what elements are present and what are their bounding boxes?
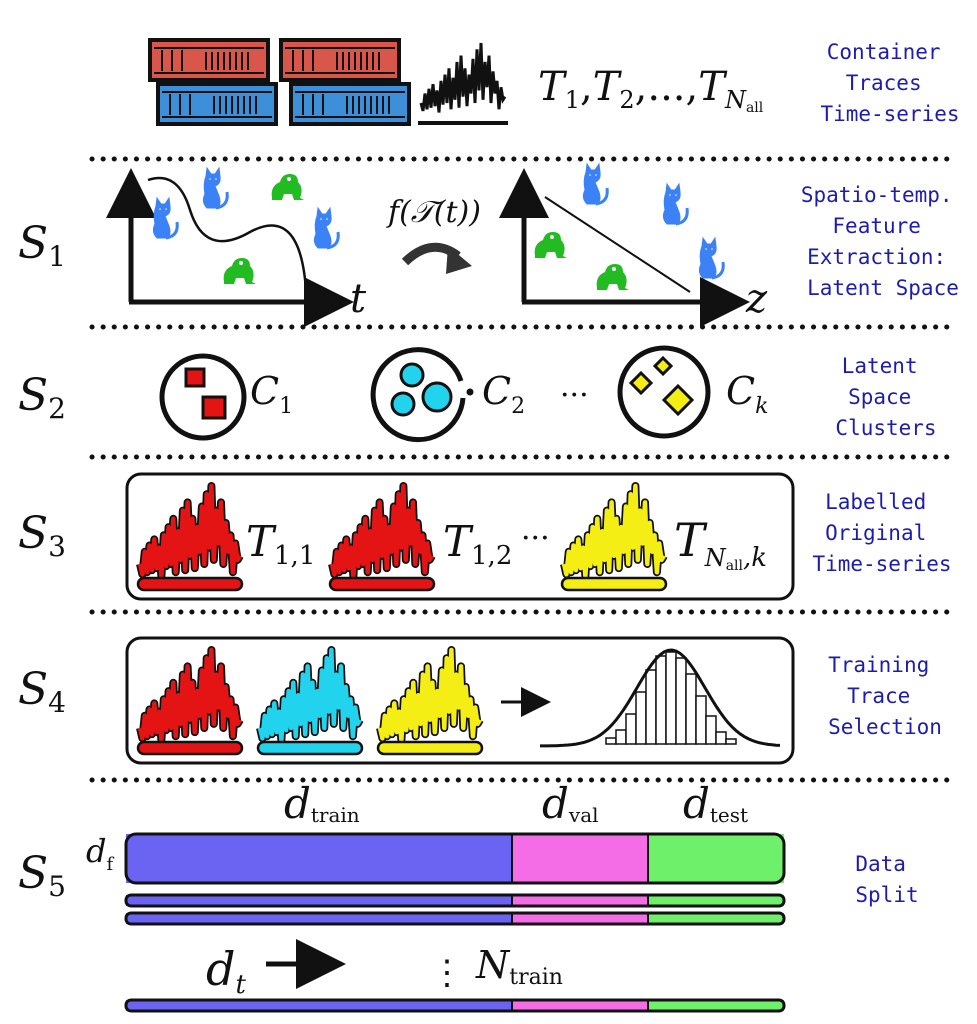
cluster-ck: Ck (617, 345, 768, 439)
svg-text:C2: C2 (482, 369, 525, 419)
raw-trace-icon (418, 42, 508, 125)
s5-label: Data Split (855, 852, 918, 907)
cat-icon (697, 236, 725, 280)
frog-icon (223, 258, 256, 284)
step-s3: S3 (18, 508, 66, 563)
container-icon (289, 82, 411, 126)
time-dim-label: dt (206, 942, 246, 1000)
latent-space-plot: z (499, 162, 768, 327)
s1-label: Spatio-temp. Feature Extraction: Latent … (801, 183, 965, 300)
traces-list: T1,T2,...,TNall (538, 64, 764, 116)
split-bar (124, 998, 786, 1013)
section-separators (89, 156, 958, 783)
series-ellipsis: ··· (521, 521, 550, 556)
cat-icon (201, 166, 229, 210)
split-bar (124, 893, 786, 908)
data-split-bars (124, 832, 786, 1013)
container-icon (156, 82, 278, 126)
feature-dim-label: df (86, 832, 114, 875)
step-s4: S4 (18, 664, 66, 719)
cat-icon (312, 206, 340, 250)
container-icon (148, 38, 270, 82)
cat-icon (661, 182, 689, 226)
step-s2: S2 (18, 370, 66, 425)
split-label-test: dtest (683, 779, 748, 828)
trace-icon (256, 646, 364, 756)
frog-icon (534, 232, 567, 258)
split-label-train: dtrain (284, 779, 360, 828)
split-bar (124, 911, 786, 926)
series-label-1: T1,1 (246, 517, 315, 571)
trace-icon (136, 482, 244, 592)
cluster-circle-icon (617, 345, 711, 439)
labelled-series-traces (136, 482, 668, 592)
trace-icon (328, 482, 436, 592)
distribution-histogram-icon (540, 648, 781, 748)
series-label-2: T1,2 (443, 517, 512, 571)
split-bar (124, 832, 786, 885)
split-label-val: dval (542, 779, 599, 828)
cluster-c1: C1 (159, 353, 293, 441)
series-label-last: TNall,k (674, 513, 767, 574)
header-label: Container Traces Time-series (820, 40, 959, 126)
step-s5: S5 (18, 848, 66, 903)
input-space-plot: t (106, 166, 367, 327)
transform-arrowhead-icon (446, 246, 472, 274)
trace-icon (376, 646, 484, 756)
s3-label: Labelled Original Time-series (812, 490, 951, 576)
cluster-ellipsis: ··· (560, 378, 589, 413)
container-icons (148, 38, 411, 126)
vertical-dots: ⋮ (430, 953, 464, 993)
axis-label-t: t (350, 276, 367, 322)
axis-label-z: z (745, 276, 768, 322)
cluster-circle-icon (370, 347, 466, 443)
frog-icon (596, 264, 629, 290)
trace-icon (560, 482, 668, 592)
s2-label: Latent Space Clusters (835, 354, 936, 440)
selection-traces (136, 646, 484, 756)
step-s1: S1 (18, 218, 66, 273)
frog-icon (271, 174, 304, 200)
feature-function: f(𝒯(t)) (386, 195, 481, 230)
count-label: Ntrain (475, 943, 563, 990)
step-labels: S1 S2 S3 S4 S5 (18, 218, 66, 903)
s4-label: Training Trace Selection (828, 653, 942, 739)
trace-icon (136, 646, 244, 756)
container-icon (279, 38, 401, 82)
cat-icon (581, 162, 609, 206)
svg-text:C1: C1 (250, 369, 293, 419)
svg-text:Ck: Ck (726, 369, 768, 419)
cat-icon (151, 196, 179, 240)
cluster-c2: C2 (370, 347, 525, 443)
